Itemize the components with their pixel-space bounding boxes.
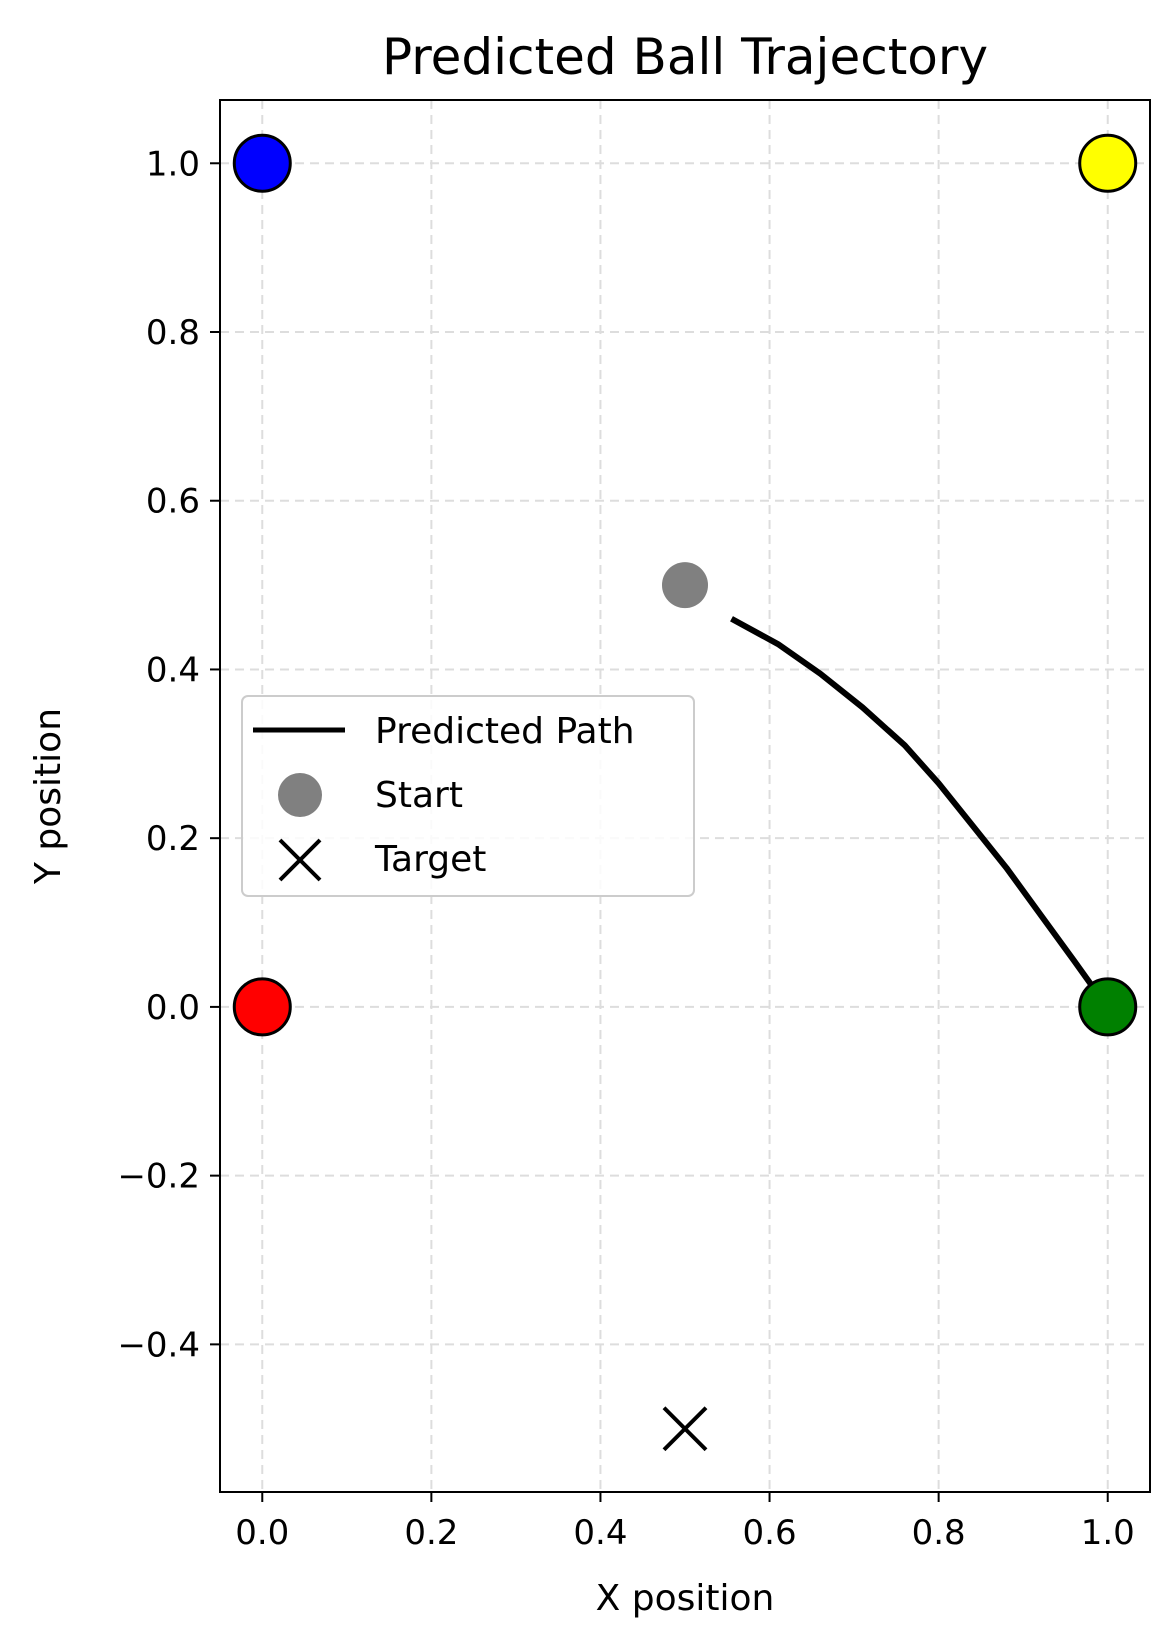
start-point	[662, 562, 708, 609]
y-tick-label: −0.4	[117, 1325, 200, 1365]
target-marker	[662, 1406, 708, 1452]
y-tick-label: 1.0	[146, 144, 200, 184]
x-tick-label: 0.4	[573, 1513, 627, 1553]
x-tick-label: 0.8	[912, 1513, 966, 1553]
x-tick-label: 0.6	[743, 1513, 797, 1553]
plot-data	[232, 133, 1138, 1452]
corner-point	[232, 977, 292, 1037]
legend-label-start: Start	[375, 775, 463, 816]
corner-point	[1078, 133, 1138, 193]
legend-label-target: Target	[374, 839, 486, 880]
legend-box	[241, 695, 695, 897]
y-axis-label: Y position	[28, 708, 69, 885]
y-tick-label: 0.4	[146, 650, 200, 690]
predicted-path-line	[730, 616, 1098, 992]
x-tick-label: 1.0	[1081, 1513, 1135, 1553]
legend-target-swatch	[278, 838, 322, 882]
x-tick-label: 0.0	[235, 1513, 289, 1553]
legend-label-predicted-path: Predicted Path	[375, 711, 635, 752]
corner-point	[1078, 977, 1138, 1037]
legend: Predicted Path Start Target	[241, 695, 695, 897]
ticks: 0.0 0.2 0.4 0.6 0.8 1.0 −0.4 −0.2 0.0 0.2 0.4 0.6 0.…	[117, 144, 1134, 1553]
y-tick-label: −0.2	[117, 1157, 200, 1197]
x-axis-label: X position	[596, 1578, 775, 1619]
x-tick-label: 0.2	[404, 1513, 458, 1553]
chart-title: Predicted Ball Trajectory	[382, 28, 988, 86]
y-tick-label: 0.0	[146, 988, 200, 1028]
corner-point	[232, 133, 292, 193]
plot-frame	[219, 99, 1151, 1493]
legend-start-swatch	[278, 773, 322, 817]
y-tick-label: 0.8	[146, 313, 200, 353]
y-tick-label: 0.2	[146, 819, 200, 859]
y-tick-label: 0.6	[146, 482, 200, 522]
